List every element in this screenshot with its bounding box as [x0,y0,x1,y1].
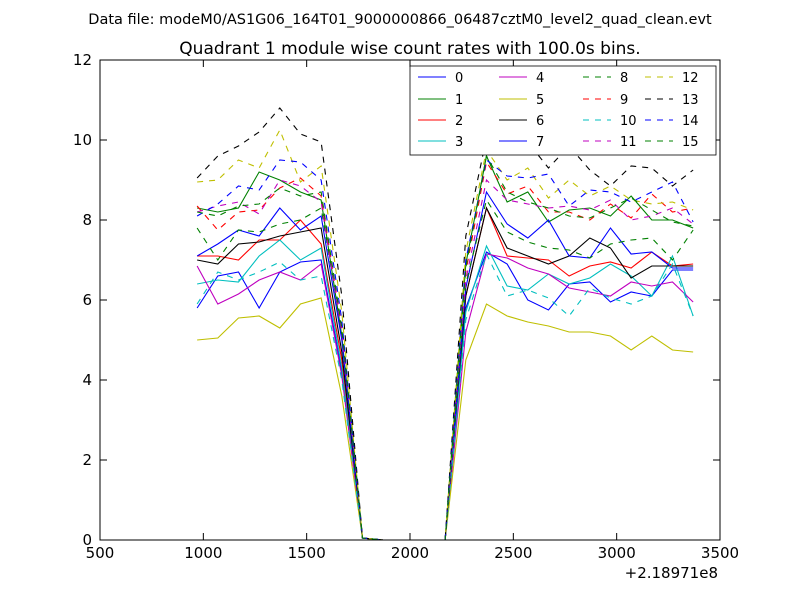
legend-label-6: 6 [536,114,544,129]
legend-label-3: 3 [455,135,463,150]
legend-label-13: 13 [682,93,699,108]
plot-area: 500 1000 1500 2000 2500 3000 35000246810120123… [73,51,739,562]
legend-label-11: 11 [620,135,637,150]
series-line-11 [196,178,694,541]
chart-title: Quadrant 1 module wise count rates with … [179,39,640,59]
legend-label-14: 14 [682,114,699,129]
x-tick-label: 1500 [288,544,326,562]
legend-label-9: 9 [620,93,628,108]
y-tick-label: 4 [82,371,92,389]
x-tick-label: 3000 [598,544,636,562]
legend-label-8: 8 [620,71,628,86]
x-tick-label: 3500 [701,544,739,562]
y-tick-label: 2 [82,451,92,469]
y-tick-label: 0 [82,531,92,549]
figure-suptitle: Data file: modeM0/AS1G06_164T01_90000008… [88,12,712,28]
legend-label-12: 12 [682,71,699,86]
legend-label-10: 10 [620,114,637,129]
x-tick-label: 1000 [184,544,222,562]
y-tick-label: 6 [82,291,92,309]
legend-label-0: 0 [455,71,463,86]
legend-label-5: 5 [536,93,544,108]
legend-label-1: 1 [455,93,463,108]
legend-box [409,65,717,156]
y-tick-label: 10 [73,131,92,149]
x-tick-label: 500 [86,544,115,562]
series-line-13 [196,107,694,541]
legend-label-15: 15 [682,135,699,150]
x-tick-label: 2500 [494,544,532,562]
x-tick-label: 2000 [391,544,429,562]
legend-label-7: 7 [536,135,544,150]
y-tick-label: 12 [73,51,92,69]
x-axis-offset-label: +2.18971e8 [625,564,718,582]
legend-label-4: 4 [536,71,544,86]
y-tick-label: 8 [82,211,92,229]
legend-label-2: 2 [455,114,463,129]
series-line-9 [196,160,694,541]
